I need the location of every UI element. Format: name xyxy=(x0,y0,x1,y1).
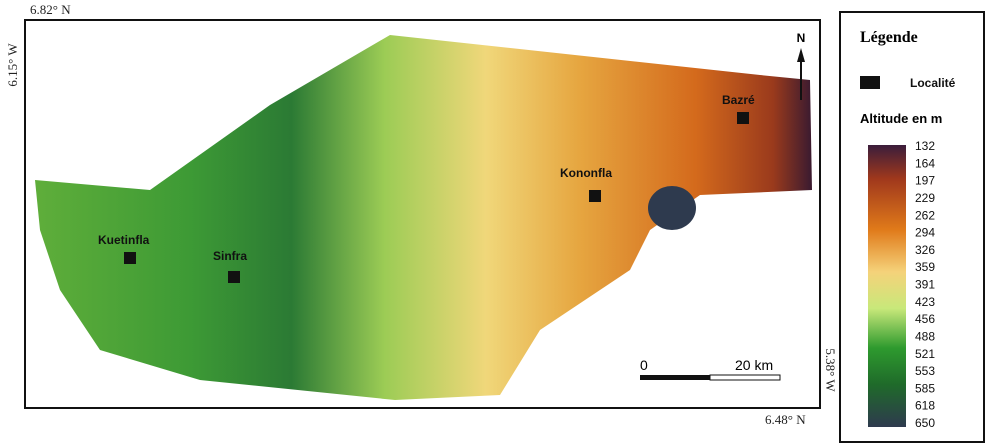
coord-top-left: 6.82° N xyxy=(30,2,71,17)
locality-label: Sinfra xyxy=(213,249,247,263)
coord-left: 6.15° W xyxy=(5,43,20,87)
altitude-label: 650 xyxy=(915,416,935,430)
altitude-label: 488 xyxy=(915,329,935,343)
scale-bar xyxy=(640,375,710,380)
altitude-label: 294 xyxy=(915,226,935,240)
altitude-label: 521 xyxy=(915,347,935,361)
altitude-ramp xyxy=(868,145,906,427)
coord-right: 5.38° W xyxy=(823,348,838,392)
locality-marker xyxy=(737,112,749,124)
altitude-label: 456 xyxy=(915,312,935,326)
altitude-label: 585 xyxy=(915,381,935,395)
altitude-label: 553 xyxy=(915,364,935,378)
scale-start: 0 xyxy=(640,357,648,373)
altitude-labels: 132 164 197 229 262 294 326 359 391 423 456 488 521 5… xyxy=(915,139,935,430)
altitude-label: 164 xyxy=(915,156,935,170)
locality-label: Bazré xyxy=(722,93,755,107)
altitude-label: 197 xyxy=(915,174,935,188)
altitude-label: 359 xyxy=(915,260,935,274)
locality-label: Kononfla xyxy=(560,166,612,180)
altitude-label: 391 xyxy=(915,278,935,292)
legend-locality: Localité xyxy=(910,76,956,90)
coord-bottom-right: 6.48° N xyxy=(765,412,806,427)
lake xyxy=(648,186,696,230)
north-label: N xyxy=(797,31,806,45)
locality-marker xyxy=(589,190,601,202)
altitude-label: 132 xyxy=(915,139,935,153)
altitude-label: 262 xyxy=(915,208,935,222)
legend-title: Légende xyxy=(860,29,918,46)
locality-label: Kuetinfla xyxy=(98,233,150,247)
locality-marker xyxy=(124,252,136,264)
altitude-label: 326 xyxy=(915,243,935,257)
altitude-label: 423 xyxy=(915,295,935,309)
scale-end: 20 km xyxy=(735,357,773,373)
locality-marker xyxy=(228,271,240,283)
altitude-label: 618 xyxy=(915,399,935,413)
scale-bar xyxy=(710,375,780,380)
page: 6.82° N 6.15° W 5.38° W 6.48° N N 0 20 k… xyxy=(0,0,985,445)
legend-locality-symbol xyxy=(860,76,880,89)
altitude-label: 229 xyxy=(915,191,935,205)
legend-altitude-title: Altitude en m xyxy=(860,111,942,126)
